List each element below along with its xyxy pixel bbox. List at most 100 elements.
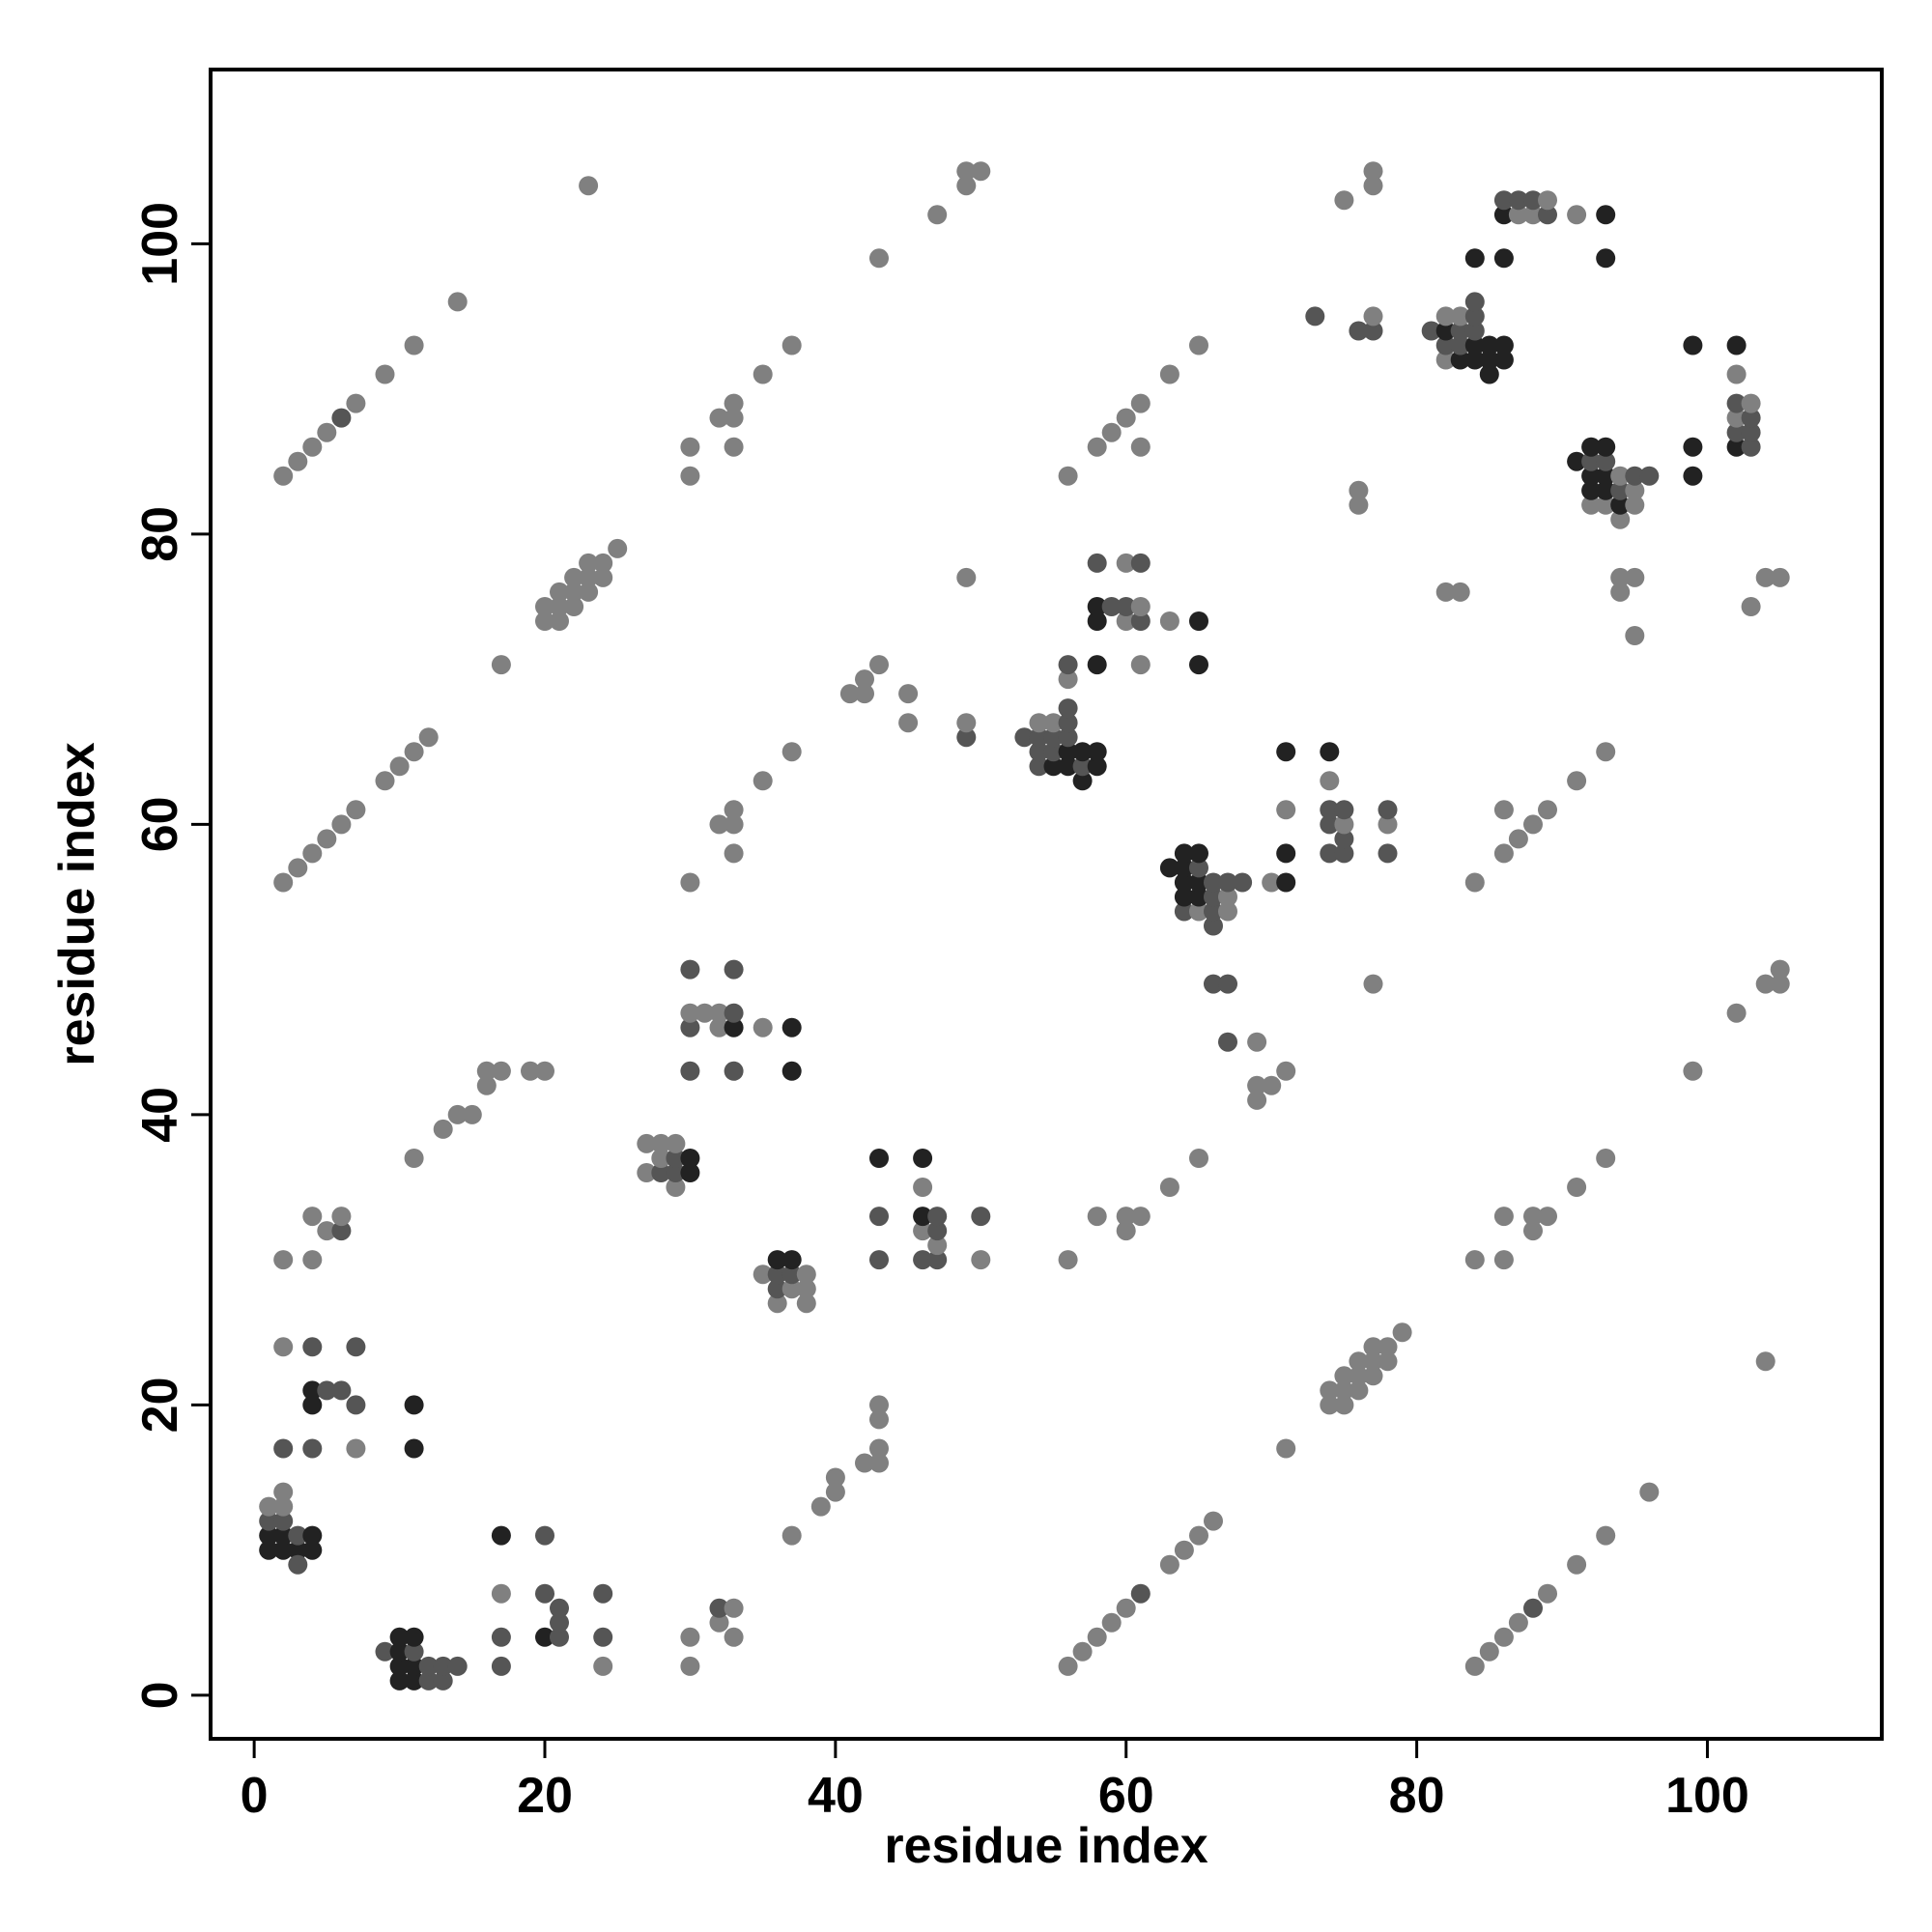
data-point: [1276, 843, 1296, 864]
data-point: [331, 1380, 352, 1401]
y-tick-label: 40: [132, 1087, 188, 1143]
data-point: [1058, 1656, 1078, 1676]
plot-frame: [209, 68, 1884, 1741]
data-point: [869, 1409, 889, 1430]
data-point: [1072, 756, 1093, 777]
data-point: [1349, 1351, 1369, 1372]
data-point: [1363, 1337, 1383, 1357]
data-point: [1625, 626, 1645, 645]
data-point: [666, 1163, 686, 1182]
data-point: [273, 1540, 294, 1560]
data-point: [1174, 887, 1194, 907]
data-point: [1378, 814, 1398, 835]
data-point: [724, 843, 744, 864]
data-point: [1320, 1380, 1340, 1401]
data-point: [404, 1641, 424, 1662]
data-point: [1043, 727, 1064, 748]
data-point: [927, 1236, 948, 1256]
data-point: [447, 292, 468, 312]
data-point: [1508, 190, 1528, 211]
data-point: [1116, 597, 1136, 616]
data-point: [1334, 1366, 1354, 1386]
data-point: [781, 1264, 802, 1285]
data-point: [1101, 597, 1122, 616]
data-point: [1334, 1380, 1354, 1401]
data-point: [1029, 756, 1049, 777]
y-tick-label: 100: [132, 202, 188, 286]
data-point: [971, 1250, 991, 1270]
data-point: [579, 582, 599, 602]
data-point: [709, 1598, 729, 1618]
data-point: [1349, 1366, 1369, 1386]
x-tick-label: 20: [517, 1768, 573, 1824]
data-point: [288, 1540, 308, 1560]
data-point: [680, 1163, 700, 1182]
data-point: [781, 742, 802, 762]
data-point: [1493, 190, 1514, 211]
data-point: [1247, 1032, 1267, 1052]
data-point: [1029, 727, 1049, 748]
data-point: [1087, 437, 1107, 457]
data-point: [1741, 597, 1761, 616]
data-point: [724, 814, 744, 835]
data-point: [680, 437, 700, 457]
data-point: [259, 1525, 279, 1546]
data-point: [1204, 872, 1223, 893]
data-point: [1639, 1482, 1660, 1502]
data-point: [346, 1438, 366, 1459]
data-point: [1116, 1221, 1136, 1241]
data-point: [1189, 1525, 1208, 1546]
data-point: [913, 1250, 933, 1270]
data-point: [796, 1264, 816, 1285]
data-point: [1596, 205, 1616, 225]
data-point: [1233, 872, 1253, 893]
data-point: [302, 1207, 323, 1227]
data-point: [1508, 205, 1528, 225]
data-point: [1159, 1178, 1179, 1197]
data-point: [433, 1119, 453, 1139]
data-point: [1625, 495, 1645, 515]
data-point: [1683, 466, 1703, 486]
data-point: [1320, 742, 1340, 762]
data-point: [550, 1627, 569, 1647]
data-point: [375, 364, 395, 384]
data-point: [1174, 1540, 1194, 1560]
data-point: [1596, 480, 1616, 500]
data-point: [869, 1250, 889, 1270]
data-point: [273, 1250, 294, 1270]
data-point: [535, 597, 554, 616]
data-point: [1726, 437, 1747, 457]
x-tick-label: 60: [1098, 1768, 1154, 1824]
data-point: [1276, 1061, 1296, 1081]
data-point: [1508, 829, 1528, 849]
data-point: [1567, 451, 1587, 471]
data-point: [1174, 872, 1194, 893]
data-point: [1596, 495, 1616, 515]
data-point: [724, 393, 744, 413]
data-point: [1305, 306, 1325, 327]
data-point: [1116, 611, 1136, 631]
data-point: [1581, 451, 1602, 471]
data-point: [1625, 480, 1645, 500]
data-point: [1464, 350, 1485, 370]
data-point: [1755, 567, 1776, 587]
data-point: [593, 1627, 613, 1647]
data-point: [855, 669, 874, 690]
data-point: [317, 422, 337, 442]
data-point: [1334, 800, 1354, 820]
data-point: [1058, 655, 1078, 675]
data-point: [1683, 335, 1703, 355]
data-point: [1479, 350, 1499, 370]
data-point: [753, 1017, 773, 1037]
data-point: [666, 1133, 686, 1153]
data-point: [1320, 843, 1340, 864]
data-point: [447, 1656, 468, 1676]
data-point: [1741, 422, 1761, 442]
data-point: [1378, 1351, 1398, 1372]
data-point: [1493, 350, 1514, 370]
data-point: [1421, 321, 1441, 341]
data-point: [302, 1540, 323, 1560]
data-point: [1058, 727, 1078, 748]
data-point: [1610, 480, 1631, 500]
